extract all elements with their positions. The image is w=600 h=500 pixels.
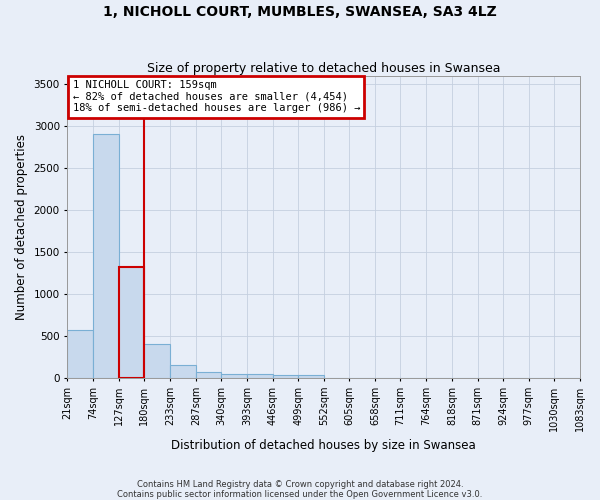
Bar (221, 374, 247, 378)
Bar (196, 372, 221, 378)
Bar (247, 374, 272, 378)
Title: Size of property relative to detached houses in Swansea: Size of property relative to detached ho… (147, 62, 500, 74)
Bar (119, 268, 144, 378)
Y-axis label: Number of detached properties: Number of detached properties (15, 134, 28, 320)
Bar (67, 330, 93, 378)
Text: 1, NICHOLL COURT, MUMBLES, SWANSEA, SA3 4LZ: 1, NICHOLL COURT, MUMBLES, SWANSEA, SA3 … (103, 5, 497, 19)
Bar (144, 344, 170, 378)
Bar (170, 365, 196, 378)
Bar (272, 375, 298, 378)
Bar (298, 376, 324, 378)
Bar (93, 134, 119, 378)
X-axis label: Distribution of detached houses by size in Swansea: Distribution of detached houses by size … (172, 440, 476, 452)
Text: Contains HM Land Registry data © Crown copyright and database right 2024.
Contai: Contains HM Land Registry data © Crown c… (118, 480, 482, 499)
Text: 1 NICHOLL COURT: 159sqm
← 82% of detached houses are smaller (4,454)
18% of semi: 1 NICHOLL COURT: 159sqm ← 82% of detache… (73, 80, 360, 114)
